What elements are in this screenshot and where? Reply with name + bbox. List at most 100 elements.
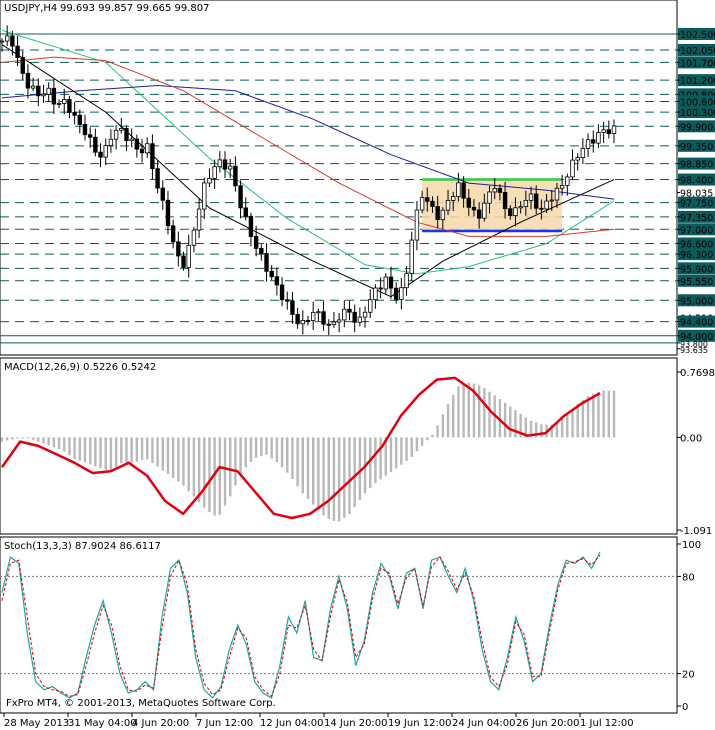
candle-body [565,176,570,186]
macd-histogram-bar [265,437,268,455]
candle-body [570,159,575,178]
macd-histogram-bar [78,437,81,461]
candle-body [300,320,306,325]
candle-body [508,208,513,216]
macd-histogram-bar [509,406,512,438]
stoch-title: Stoch(13,3,3) 87.9024 86.6117 [4,541,161,552]
candle-body [585,139,591,149]
macd-histogram-bar [607,390,611,438]
macd-signal-line [0,376,601,520]
candle-body [440,209,446,221]
macd-histogram-bar [21,437,24,439]
macd-histogram-bar [483,388,486,438]
stoch-scale-label: 80 [682,572,695,583]
candle-body [279,284,285,301]
price-scale-label: 101.700 [680,58,715,69]
candle-body [165,199,171,227]
macd-histogram-bar [566,414,569,438]
price-scale-label: 98.400 [680,176,713,187]
price-scale-label: 101.200 [680,76,715,87]
candle-body [383,276,388,290]
macd-histogram-bar [52,437,56,448]
stoch-scale-label: 100 [682,540,701,551]
candle-body [103,145,108,158]
macd-histogram-bar [369,437,372,489]
price-scale-label: 93.800 [680,340,708,349]
time-axis-label: 28 May 2013 [4,718,69,729]
candle-body [482,202,487,219]
candle-body [414,209,420,241]
macd-histogram-bar [560,418,564,438]
macd-scale-label: -1.091 [680,526,712,537]
macd-histogram-bar [436,425,439,438]
candle-body [222,159,228,170]
moving-average-line [1,56,615,237]
macd-histogram-bar [192,437,196,497]
macd-histogram-bar [400,437,403,465]
main-panel[interactable] [0,0,678,356]
macd-histogram-bar [586,396,590,438]
macd-histogram-bar [353,437,356,508]
macd-histogram-bar [389,437,393,473]
price-label-bg [678,157,715,170]
macd-histogram-bar [239,437,242,475]
candle-body [129,138,134,142]
macd-histogram-bar [208,437,211,512]
time-axis-label: 19 Jun 12:00 [388,718,452,729]
macd-histogram-bar [602,390,605,438]
macd-histogram-bar [462,384,465,438]
candle-body [25,72,31,89]
candle-body [368,299,373,313]
macd-histogram-bar [223,437,227,506]
price-label-bg [678,237,715,250]
price-scale-label: 97.000 [680,225,713,236]
macd-scale-label: 0.00 [680,433,702,444]
price-label-bg [678,139,715,152]
ohlc-readout: 99.693 99.857 99.665 99.807 [60,3,210,14]
macd-histogram-bar [275,437,279,463]
price-label-bg [678,120,715,133]
candle-body [202,182,207,210]
candle-body [487,191,492,204]
main-title: USDJPY,H4 [4,3,57,14]
macd-histogram-bar [83,437,87,463]
candle-body [51,87,57,105]
candle-body [373,287,378,301]
macd-histogram-bar [42,437,45,444]
candle-body [326,323,331,326]
candle-body [139,148,145,154]
macd-histogram-bar [151,437,154,464]
candle-body [46,87,51,95]
candle-body [191,229,197,246]
time-axis-label: 4 Jun 20:00 [132,718,189,729]
price-label-bg [678,262,715,275]
candle-body [466,197,471,208]
macd-histogram-bar [171,437,175,478]
candle-body [336,319,342,323]
macd-histogram-bar [467,382,470,438]
candle-body [305,320,311,322]
macd-histogram-bar [612,390,616,438]
price-scale-label: 96.300 [680,250,713,261]
price-scale-label: 99.900 [680,122,713,133]
price-scale-label: 99.350 [680,142,713,153]
candle-body [290,300,295,315]
time-axis-label: 26 Jun 20:00 [516,718,580,729]
candle-body [248,215,254,237]
macd-title: MACD(12,26,9) 0.5226 0.5242 [4,362,156,373]
candle-body [196,208,202,231]
macd-histogram-bar [140,437,144,460]
price-label-bg [678,74,715,87]
candle-body [378,287,383,290]
candle-body [352,311,357,323]
candle-body [295,314,300,325]
price-scale-label: 93.635 [680,346,708,355]
macd-histogram-bar [540,424,543,438]
macd-histogram-bar [94,437,97,467]
candle-body [430,200,435,207]
candle-body [113,129,119,140]
macd-histogram-bar [5,437,9,441]
macd-histogram-bar [441,414,445,438]
candle-body [523,199,529,208]
price-label-bg [678,106,715,119]
